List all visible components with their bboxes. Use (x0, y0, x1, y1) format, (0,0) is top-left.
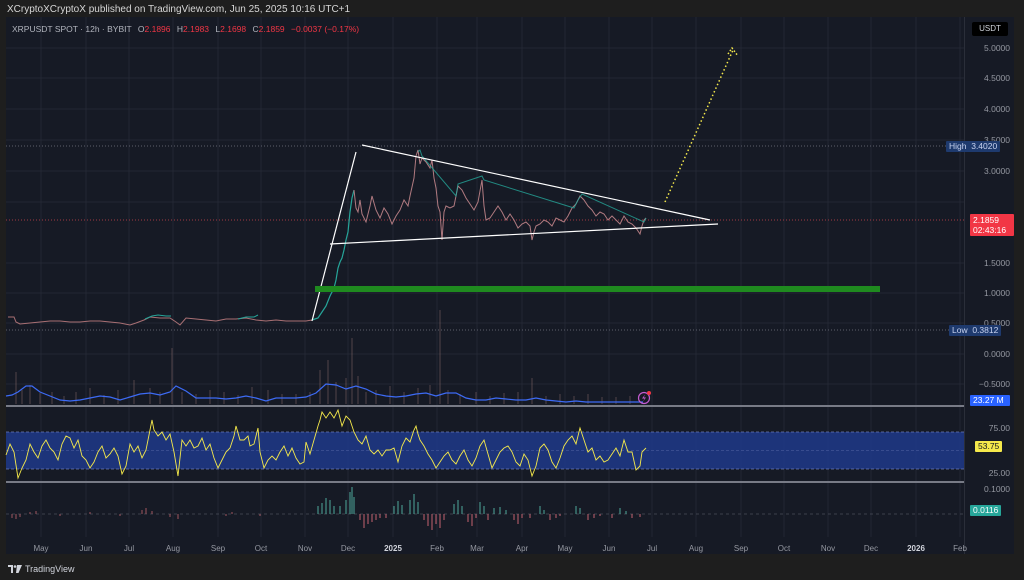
price-series-pre-rally (8, 316, 313, 326)
currency-button[interactable]: USDT (972, 22, 1008, 36)
tradingview-logo-icon (8, 565, 22, 573)
low-label-tag: Low 0.3812 (949, 325, 1002, 336)
price-tick: 3.0000 (984, 166, 1010, 176)
macd-histogram (11, 487, 641, 530)
symbol-legend[interactable]: XRPUSDT SPOT · 12h · BYBIT O2.1896 H2.19… (12, 24, 360, 34)
rsi-value-tag: 53.75 (975, 441, 1003, 452)
rsi-tick: 25.00 (988, 468, 1010, 478)
support-zone (315, 286, 880, 292)
last-price-tag: 2.1859 02:43:16 (970, 214, 1014, 236)
price-series-rally (311, 189, 355, 321)
close-value: 2.1859 (258, 24, 285, 34)
rally-trendline (311, 151, 357, 322)
volume-value-tag: 23.27 M (970, 395, 1010, 406)
high-price: 3.4020 (971, 141, 998, 151)
open-value: 2.1896 (144, 24, 171, 34)
price-tick: 4.5000 (984, 73, 1010, 83)
triangle-lower-line (329, 223, 719, 245)
price-tick: 5.0000 (984, 43, 1010, 53)
tradingview-brand[interactable]: TradingView (8, 564, 75, 574)
low-value: 2.1698 (220, 24, 247, 34)
high-label-tag: High 3.4020 (946, 141, 1001, 152)
price-series-up-segments-2 (237, 314, 259, 320)
macd-value-tag: 0.0116 (970, 505, 1002, 516)
price-series-up-segments (144, 314, 171, 320)
rsi-tick: 75.00 (988, 423, 1010, 433)
publish-info: XCryptoXCryptoX published on TradingView… (7, 4, 351, 15)
rsi-band (6, 432, 964, 469)
change-value: −0.0037 (−0.17%) (291, 24, 360, 34)
macd-tick: 0.1000 (984, 484, 1010, 494)
price-series-consolidation (353, 149, 647, 241)
low-price: 0.3812 (972, 325, 999, 335)
volume-bars (15, 310, 631, 404)
target-arrow-line (664, 49, 734, 203)
price-scale[interactable] (964, 17, 1014, 554)
alert-icon (637, 391, 651, 405)
triangle-upper-line (361, 144, 711, 221)
price-tick: 4.0000 (984, 104, 1010, 114)
high-value: 2.1983 (183, 24, 210, 34)
price-tick: 0.5000 (984, 318, 1010, 328)
price-tick: 1.5000 (984, 258, 1010, 268)
volume-ma-line (5, 383, 643, 403)
price-tick: 1.0000 (984, 288, 1010, 298)
price-tick: 0.0000 (984, 349, 1010, 359)
bar-countdown: 02:43:16 (973, 225, 1007, 235)
symbol-name: XRPUSDT SPOT · 12h · BYBIT (12, 24, 132, 34)
rsi-line (5, 408, 647, 480)
price-tick: 3.5000 (984, 135, 1010, 145)
price-tick: −0.5000 (979, 379, 1010, 389)
target-arrow-head (727, 46, 739, 57)
price-series-consolidation-up (417, 149, 647, 223)
